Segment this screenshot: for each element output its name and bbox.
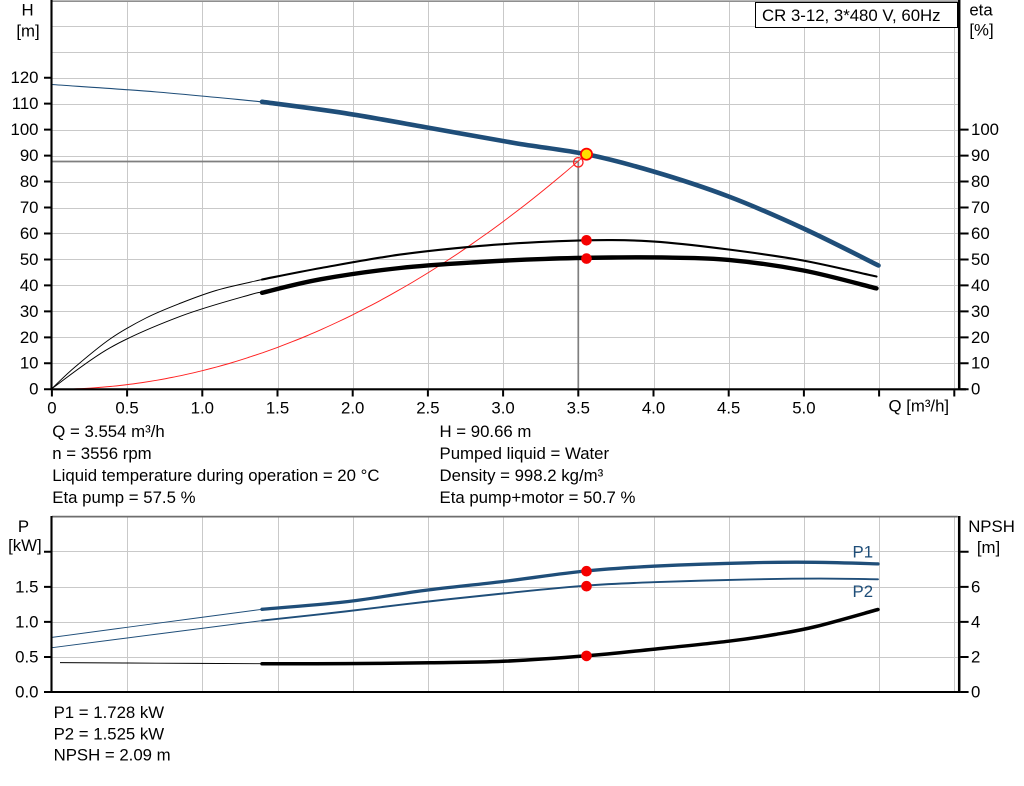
svg-text:H = 90.66 m: H = 90.66 m: [440, 422, 532, 441]
svg-text:[m]: [m]: [977, 538, 1000, 557]
svg-text:2: 2: [971, 647, 980, 666]
svg-text:30: 30: [971, 302, 990, 321]
svg-text:Pumped liquid = Water: Pumped liquid = Water: [440, 444, 610, 463]
svg-text:30: 30: [20, 302, 39, 321]
svg-text:3.5: 3.5: [567, 399, 590, 418]
svg-text:2.0: 2.0: [341, 399, 364, 418]
svg-text:100: 100: [971, 120, 999, 139]
svg-text:4.5: 4.5: [717, 399, 740, 418]
svg-text:90: 90: [971, 146, 990, 165]
svg-text:10: 10: [20, 354, 39, 373]
svg-text:10: 10: [971, 354, 990, 373]
svg-text:Q = 3.554 m³/h: Q = 3.554 m³/h: [52, 422, 164, 441]
svg-text:eta: eta: [969, 1, 993, 20]
svg-text:Q [m³/h]: Q [m³/h]: [888, 397, 949, 416]
svg-text:100: 100: [11, 120, 39, 139]
svg-text:P1: P1: [853, 543, 874, 562]
svg-text:[kW]: [kW]: [8, 536, 42, 555]
svg-text:2.5: 2.5: [416, 399, 439, 418]
svg-text:0: 0: [29, 380, 38, 399]
svg-text:120: 120: [11, 68, 39, 87]
svg-text:6: 6: [971, 577, 980, 596]
svg-text:80: 80: [20, 172, 39, 191]
svg-text:Liquid temperature during oper: Liquid temperature during operation = 20…: [52, 466, 379, 485]
svg-text:4: 4: [971, 612, 980, 631]
svg-text:Eta pump+motor = 50.7 %: Eta pump+motor = 50.7 %: [440, 488, 636, 507]
svg-text:n = 3556 rpm: n = 3556 rpm: [52, 444, 151, 463]
svg-text:50: 50: [20, 250, 39, 269]
svg-text:40: 40: [20, 276, 39, 295]
svg-text:0: 0: [971, 380, 980, 399]
svg-text:P: P: [18, 517, 29, 536]
svg-text:60: 60: [20, 224, 39, 243]
svg-text:1.5: 1.5: [15, 577, 38, 596]
svg-text:90: 90: [20, 146, 39, 165]
svg-text:H: H: [21, 1, 33, 20]
svg-text:0.0: 0.0: [15, 682, 38, 701]
svg-text:P2: P2: [853, 582, 874, 601]
svg-text:70: 70: [971, 198, 990, 217]
svg-text:3.0: 3.0: [491, 399, 514, 418]
svg-text:4.0: 4.0: [642, 399, 665, 418]
svg-text:20: 20: [20, 328, 39, 347]
svg-text:1.0: 1.0: [191, 399, 214, 418]
svg-text:0: 0: [971, 682, 980, 701]
svg-text:CR 3-12, 3*480 V, 60Hz: CR 3-12, 3*480 V, 60Hz: [762, 6, 941, 25]
svg-text:[m]: [m]: [16, 21, 39, 40]
svg-text:110: 110: [12, 94, 39, 113]
svg-text:P1 = 1.728 kW: P1 = 1.728 kW: [54, 703, 165, 722]
svg-text:60: 60: [971, 224, 990, 243]
svg-text:P2 = 1.525 kW: P2 = 1.525 kW: [54, 724, 165, 743]
svg-text:70: 70: [20, 198, 39, 217]
svg-text:50: 50: [971, 250, 990, 269]
svg-text:1.0: 1.0: [15, 612, 38, 631]
svg-text:0.5: 0.5: [15, 647, 38, 666]
svg-text:5.0: 5.0: [792, 399, 815, 418]
svg-text:0: 0: [47, 399, 56, 418]
svg-text:Eta pump = 57.5 %: Eta pump = 57.5 %: [52, 488, 195, 507]
svg-text:20: 20: [971, 328, 990, 347]
svg-text:1.5: 1.5: [266, 399, 289, 418]
svg-text:80: 80: [971, 172, 990, 191]
svg-text:Density = 998.2 kg/m³: Density = 998.2 kg/m³: [440, 466, 604, 485]
svg-text:0.5: 0.5: [115, 399, 138, 418]
svg-text:[%]: [%]: [969, 20, 993, 39]
svg-text:NPSH = 2.09 m: NPSH = 2.09 m: [54, 746, 171, 765]
svg-text:40: 40: [971, 276, 990, 295]
svg-text:NPSH: NPSH: [968, 517, 1015, 536]
